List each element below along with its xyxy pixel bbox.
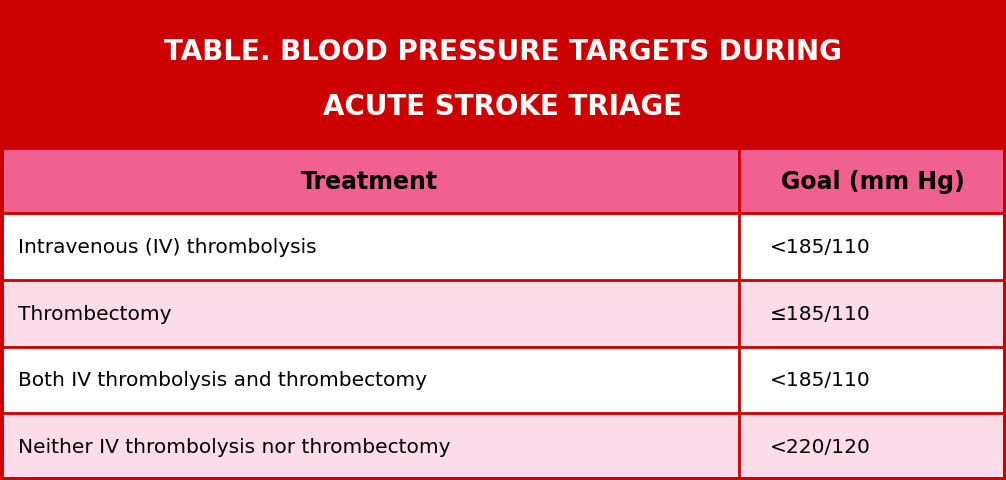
Text: Both IV thrombolysis and thrombectomy: Both IV thrombolysis and thrombectomy [18, 371, 428, 390]
Bar [0, 214, 1006, 280]
Bar [0, 0, 1006, 149]
Bar [0, 413, 1006, 480]
Text: Goal (mm Hg): Goal (mm Hg) [781, 169, 965, 193]
Text: TABLE. BLOOD PRESSURE TARGETS DURING: TABLE. BLOOD PRESSURE TARGETS DURING [164, 38, 842, 66]
Text: ≤185/110: ≤185/110 [770, 304, 870, 323]
Text: <220/120: <220/120 [770, 437, 870, 456]
Text: ACUTE STROKE TRIAGE: ACUTE STROKE TRIAGE [324, 93, 682, 121]
Text: <185/110: <185/110 [770, 238, 870, 256]
Text: <185/110: <185/110 [770, 371, 870, 390]
Text: Intravenous (IV) thrombolysis: Intravenous (IV) thrombolysis [18, 238, 317, 256]
Text: Treatment: Treatment [301, 169, 439, 193]
Bar [0, 149, 1006, 214]
Bar [0, 347, 1006, 413]
Text: Thrombectomy: Thrombectomy [18, 304, 172, 323]
Bar [0, 280, 1006, 347]
Text: Neither IV thrombolysis nor thrombectomy: Neither IV thrombolysis nor thrombectomy [18, 437, 451, 456]
